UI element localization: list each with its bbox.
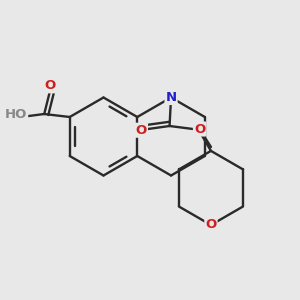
Text: O: O	[205, 218, 217, 232]
Text: N: N	[166, 91, 177, 104]
Text: HO: HO	[5, 107, 27, 121]
Text: O: O	[44, 79, 55, 92]
Text: O: O	[194, 122, 205, 136]
Text: O: O	[136, 124, 147, 137]
